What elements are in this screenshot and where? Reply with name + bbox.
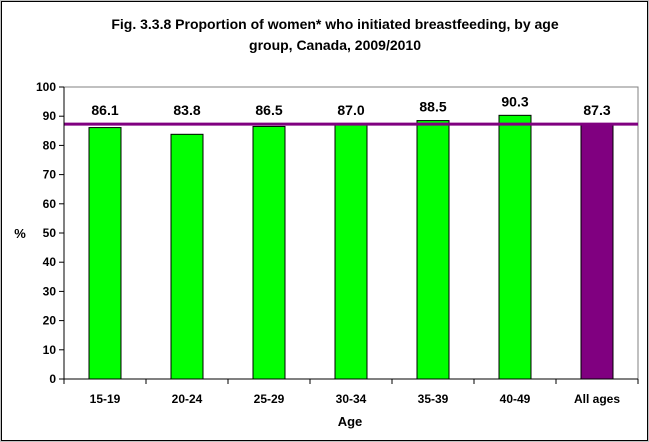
y-tick-label: 40	[43, 255, 57, 269]
x-tick-label: 35-39	[418, 392, 449, 406]
data-label: 86.1	[91, 102, 118, 118]
bar-20-24	[170, 133, 204, 380]
plot-area: 0 10 20 30 40 50 60 70 80 90 100 86.1 83.8 86.5 87.0 88…	[36, 80, 639, 406]
x-tick-label: All ages	[574, 392, 620, 406]
data-label: 83.8	[173, 102, 200, 118]
x-tick-label: 15-19	[90, 392, 121, 406]
x-tick-label: 25-29	[254, 392, 285, 406]
y-tick-label: 0	[49, 372, 56, 386]
bar-35-39	[416, 120, 450, 380]
bar-40-49	[498, 114, 532, 380]
data-label: 87.3	[583, 102, 610, 118]
x-tick-label: 20-24	[172, 392, 203, 406]
y-axis-title: %	[14, 226, 26, 241]
data-label: 87.0	[337, 102, 364, 118]
x-tick-label: 40-49	[500, 392, 531, 406]
chart-title-line-1: Fig. 3.3.8 Proportion of women* who init…	[111, 16, 558, 32]
data-label: 90.3	[501, 93, 528, 109]
bar-30-34	[334, 124, 368, 380]
y-tick-label: 50	[43, 226, 57, 240]
y-tick-label: 60	[43, 197, 57, 211]
y-tick-label: 90	[43, 109, 57, 123]
x-tick-label: 30-34	[336, 392, 367, 406]
bar-25-29	[252, 125, 286, 380]
chart-title-line-2: group, Canada, 2009/2010	[249, 37, 421, 53]
y-tick-label: 70	[43, 168, 57, 182]
y-tick-label: 30	[43, 284, 57, 298]
data-label: 86.5	[255, 102, 282, 118]
bar-all-ages	[580, 123, 614, 380]
y-tick-label: 80	[43, 138, 57, 152]
y-tick-label: 100	[36, 80, 56, 94]
y-tick-label: 10	[43, 343, 57, 357]
y-tick-label: 20	[43, 314, 57, 328]
bar-15-19	[88, 127, 122, 380]
x-axis-title: Age	[338, 414, 363, 429]
data-label: 88.5	[419, 99, 446, 115]
